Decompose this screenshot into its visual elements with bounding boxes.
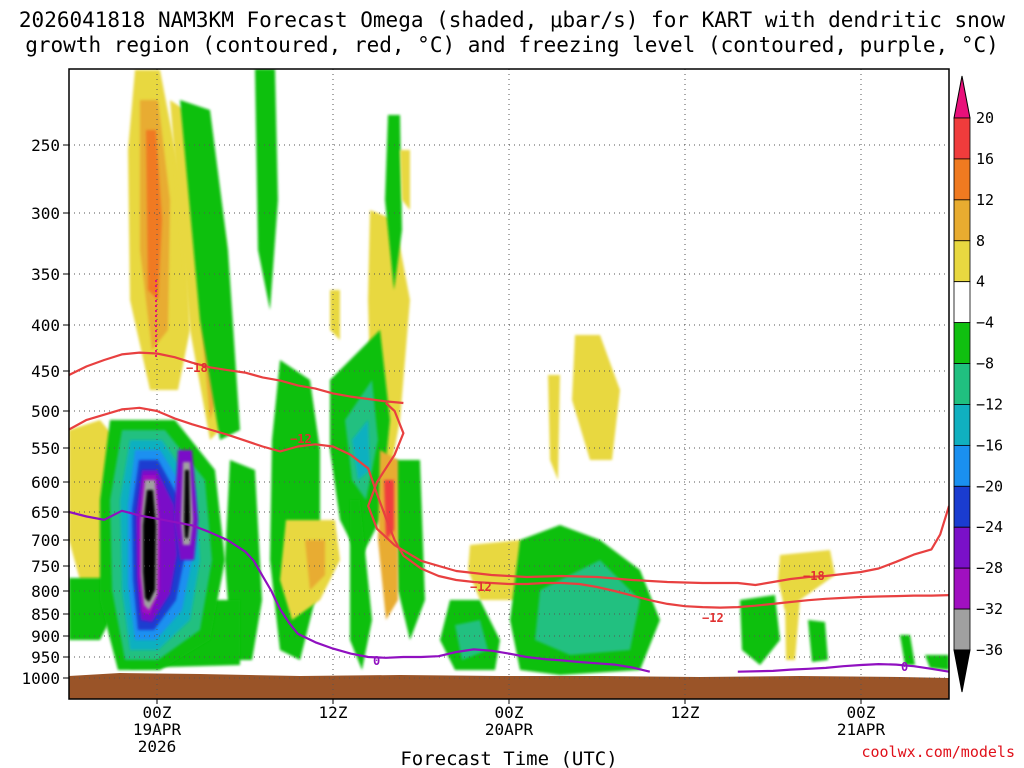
omega-region-15 <box>778 550 835 610</box>
colorbar-label-7: −12 <box>976 395 1003 413</box>
y-tick-label-550: 550 <box>31 439 60 458</box>
colorbar-label-2: 12 <box>976 191 994 209</box>
x-tick-label-60-0: 12Z <box>671 703 700 722</box>
colorbar-label-6: −8 <box>976 355 994 373</box>
y-tick-label-750: 750 <box>31 557 60 576</box>
colorbar-label-11: −28 <box>976 559 1003 577</box>
contour-2 <box>367 402 949 587</box>
omega-region-29 <box>740 595 780 665</box>
contour-label-freezing-b: 0 <box>901 660 908 674</box>
contour-label-minus18-b: −18 <box>803 569 825 583</box>
omega-region-31 <box>900 635 915 665</box>
contour-1 <box>69 406 949 609</box>
omega-region-11 <box>548 375 560 480</box>
colorbar-label-3: 8 <box>976 232 985 250</box>
chart-title-line-1: 2026041818 NAM3KM Forecast Omega (shaded… <box>19 8 1006 32</box>
omega-region-6 <box>255 69 278 310</box>
credit-link[interactable]: coolwx.com/models <box>861 743 1015 761</box>
contour-label-freezing-a: 0 <box>373 654 380 668</box>
colorbar-band-0 <box>953 117 971 160</box>
omega-region-10 <box>330 290 340 340</box>
omega-region-30 <box>808 620 828 662</box>
y-tick-label-800: 800 <box>31 582 60 601</box>
omega-region-32 <box>925 655 949 670</box>
x-tick-label-0-0: 00Z <box>143 703 172 722</box>
colorbar-band-3 <box>953 240 971 283</box>
colorbar-band-5 <box>953 322 971 364</box>
colorbar-band-6 <box>953 363 971 405</box>
y-tick-label-600: 600 <box>31 473 60 492</box>
colorbar-label-5: −4 <box>976 314 994 332</box>
colorbar-band-11 <box>953 567 971 610</box>
colorbar-label-1: 16 <box>976 150 994 168</box>
colorbar-top-triangle <box>953 75 971 119</box>
isotherm-contours <box>69 351 949 673</box>
x-tick-label-0-2: 2026 <box>138 737 177 756</box>
y-axis-ticks: 250 300 350 400 450 500 550 600 650 700 750 800 850 9… <box>21 136 69 688</box>
omega-region-22 <box>395 460 425 640</box>
contour-4 <box>737 663 949 673</box>
colorbar-band-4 <box>953 281 971 324</box>
colorbar-band-7 <box>953 404 971 446</box>
omega-region-34 <box>305 540 325 590</box>
colorbar-label-10: −24 <box>976 518 1003 536</box>
y-tick-label-650: 650 <box>31 503 60 522</box>
colorbar-label-13: −36 <box>976 641 1003 659</box>
y-tick-label-400: 400 <box>31 316 60 335</box>
colorbar-band-2 <box>953 199 971 242</box>
colorbar-label-4: 4 <box>976 273 985 291</box>
omega-region-9 <box>400 150 410 210</box>
x-tick-label-40-1: 20APR <box>485 720 534 739</box>
y-tick-label-900: 900 <box>31 627 60 646</box>
x-tick-label-20-0: 12Z <box>319 703 348 722</box>
y-tick-label-700: 700 <box>31 531 60 550</box>
x-tick-label-80-1: 21APR <box>837 720 886 739</box>
y-tick-label-1000: 1000 <box>21 669 60 688</box>
colorbar-band-8 <box>953 444 971 487</box>
x-axis-label: Forecast Time (UTC) <box>400 748 617 768</box>
colorbar-band-10 <box>953 526 971 569</box>
y-tick-label-350: 350 <box>31 265 60 284</box>
contour-label-minus12-b: −12 <box>470 580 492 594</box>
omega-region-23 <box>350 500 372 670</box>
colorbar-label-12: −32 <box>976 600 1003 618</box>
contour-label-minus12-a: −12 <box>290 432 312 446</box>
colorbar-label-9: −20 <box>976 477 1003 495</box>
contour-label-minus12-c: −12 <box>702 611 724 625</box>
omega-region-8 <box>385 115 402 290</box>
colorbar: 20 16 12 8 4 −4 −8 −12 −16 −20 −24 −28 −32 −36 <box>953 75 1003 693</box>
colorbar-label-0: 20 <box>976 109 994 127</box>
colorbar-band-12 <box>953 608 971 651</box>
chart-title-line-2: growth region (contoured, red, °C) and f… <box>25 33 999 57</box>
omega-region-12 <box>572 335 620 460</box>
contour-label-minus18-a: −18 <box>186 361 208 375</box>
y-tick-label-950: 950 <box>31 648 60 667</box>
y-tick-label-250: 250 <box>31 136 60 155</box>
y-tick-label-500: 500 <box>31 402 60 421</box>
x-tick-label-80-0: 00Z <box>847 703 876 722</box>
x-tick-label-40-0: 00Z <box>495 703 524 722</box>
terrain-ground <box>69 673 949 699</box>
colorbar-bottom-triangle <box>953 649 971 693</box>
colorbar-band-1 <box>953 158 971 201</box>
omega-region-5 <box>180 100 240 440</box>
colorbar-band-9 <box>953 485 971 528</box>
omega-region-2 <box>146 130 162 300</box>
contour-3 <box>69 509 651 673</box>
x-tick-label-0-1: 19APR <box>133 720 182 739</box>
omega-region-24 <box>69 578 110 640</box>
omega-region-36 <box>384 480 394 540</box>
y-tick-label-300: 300 <box>31 204 60 223</box>
y-tick-label-850: 850 <box>31 605 60 624</box>
omega-shading <box>69 69 949 675</box>
contour-0 <box>69 351 404 405</box>
gridlines <box>69 69 949 699</box>
omega-region-16 <box>785 600 800 660</box>
colorbar-label-8: −16 <box>976 436 1003 454</box>
contour-labels: −18 −12 −12 −12 −18 0 0 <box>186 361 908 674</box>
y-tick-label-450: 450 <box>31 362 60 381</box>
omega-region-49 <box>184 470 190 538</box>
